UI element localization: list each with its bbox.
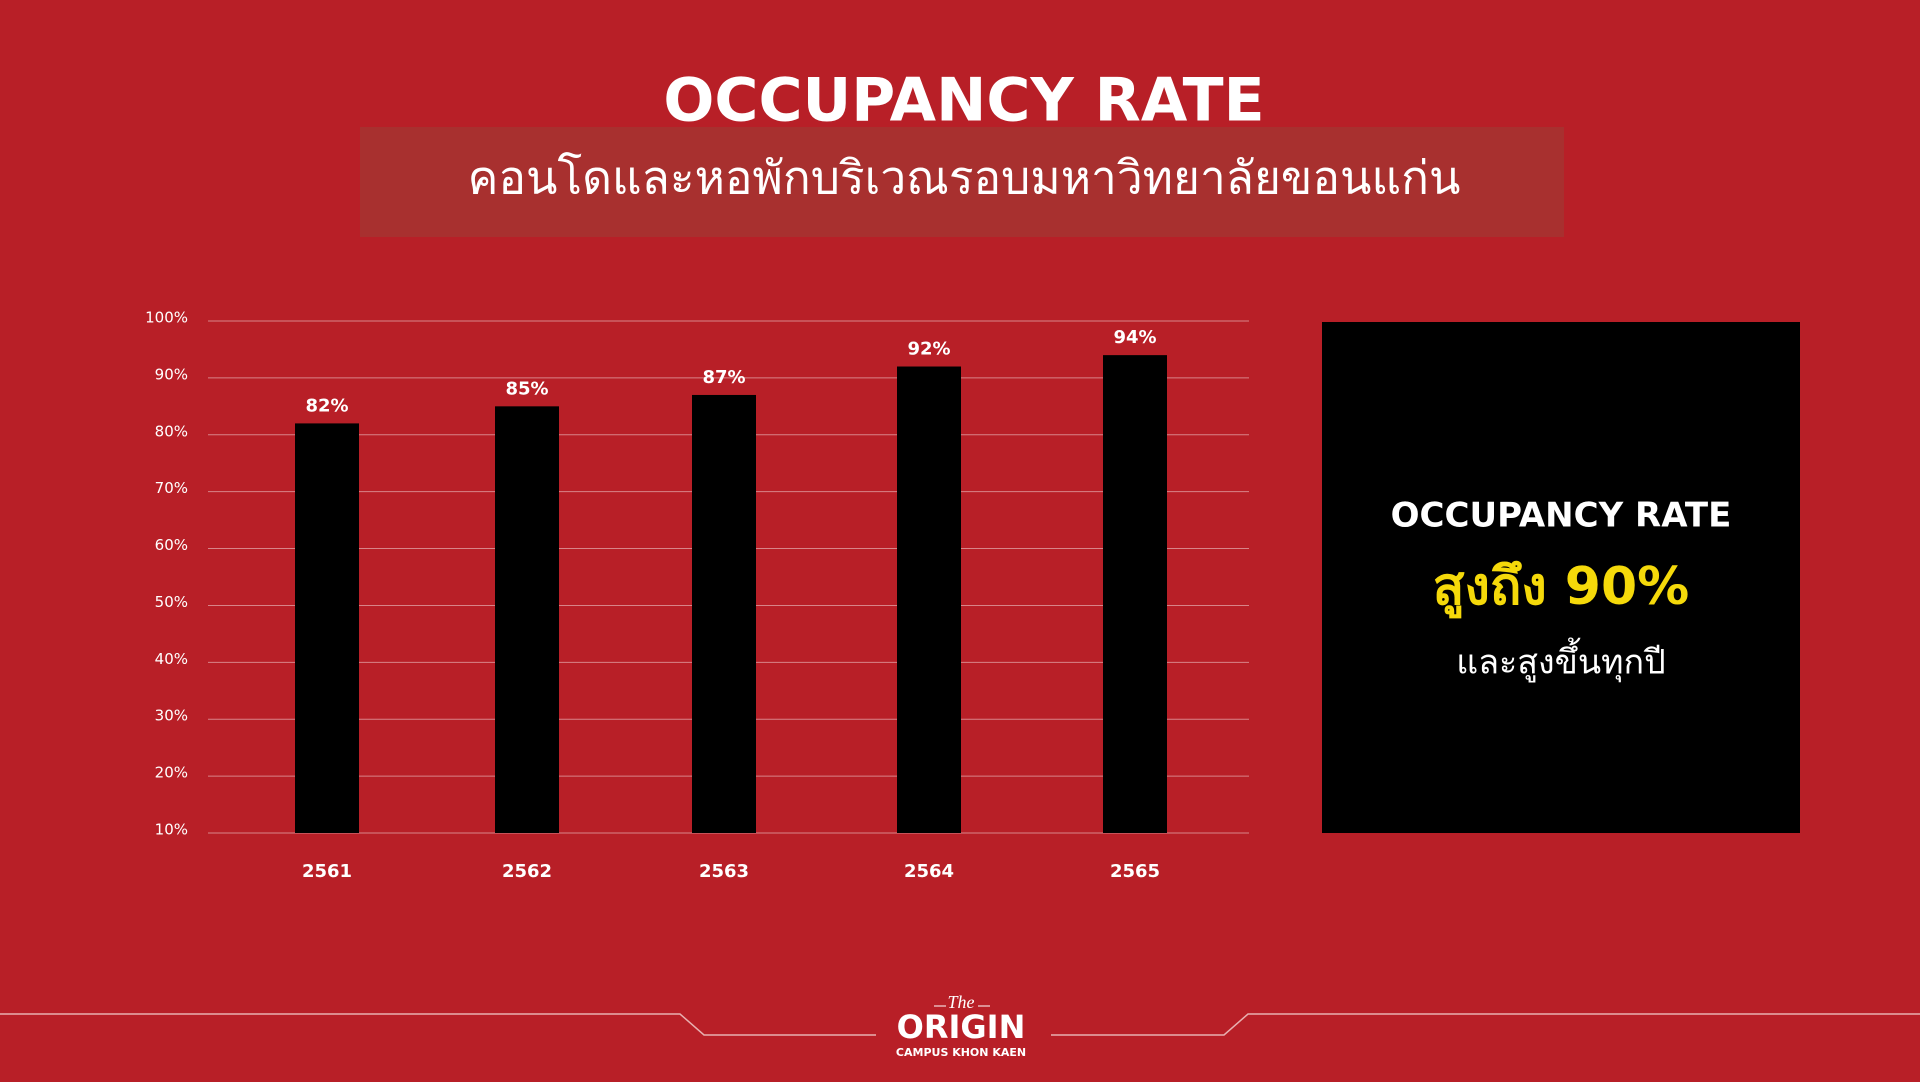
logo-name: ORIGIN [897, 1008, 1026, 1046]
value-label: 85% [505, 378, 548, 399]
y-tick-label: 80% [155, 422, 188, 440]
y-tick-label: 90% [155, 365, 188, 383]
x-tick-label: 2563 [699, 861, 749, 882]
footer-line [1051, 1013, 1920, 1036]
y-tick-label: 50% [155, 593, 188, 611]
y-tick-label: 70% [155, 479, 188, 497]
x-tick-label: 2562 [502, 861, 552, 882]
subtitle-band [360, 127, 1564, 237]
bar [295, 423, 359, 833]
y-tick-label: 40% [155, 650, 188, 668]
value-label: 92% [907, 339, 950, 360]
callout-box [1322, 322, 1800, 833]
callout-heading: OCCUPANCY RATE [1391, 496, 1732, 536]
footer-line [0, 1013, 876, 1036]
y-tick-label: 60% [155, 536, 188, 554]
logo-the: The [948, 992, 975, 1012]
x-tick-label: 2565 [1110, 861, 1160, 882]
value-label: 82% [305, 395, 348, 416]
chart-title: OCCUPANCY RATE [663, 66, 1264, 136]
y-tick-label: 100% [145, 309, 188, 327]
bar [1103, 355, 1167, 833]
logo-tagline: CAMPUS KHON KAEN [896, 1046, 1026, 1059]
value-label: 94% [1113, 327, 1156, 348]
callout-highlight: สูงถึง 90% [1433, 557, 1690, 619]
y-tick-label: 10% [155, 821, 188, 839]
x-tick-label: 2561 [302, 861, 352, 882]
bar [692, 394, 756, 833]
chart-subtitle: คอนโดและหอพักบริเวณรอบมหาวิทยาลัยขอนแก่น [468, 151, 1461, 205]
x-tick-label: 2564 [904, 861, 954, 882]
value-label: 87% [702, 367, 745, 388]
y-tick-label: 20% [155, 764, 188, 782]
callout-note: และสูงขึ้นทุกปี [1456, 638, 1665, 683]
bar [897, 366, 961, 833]
bar [495, 406, 559, 833]
y-tick-label: 30% [155, 707, 188, 725]
